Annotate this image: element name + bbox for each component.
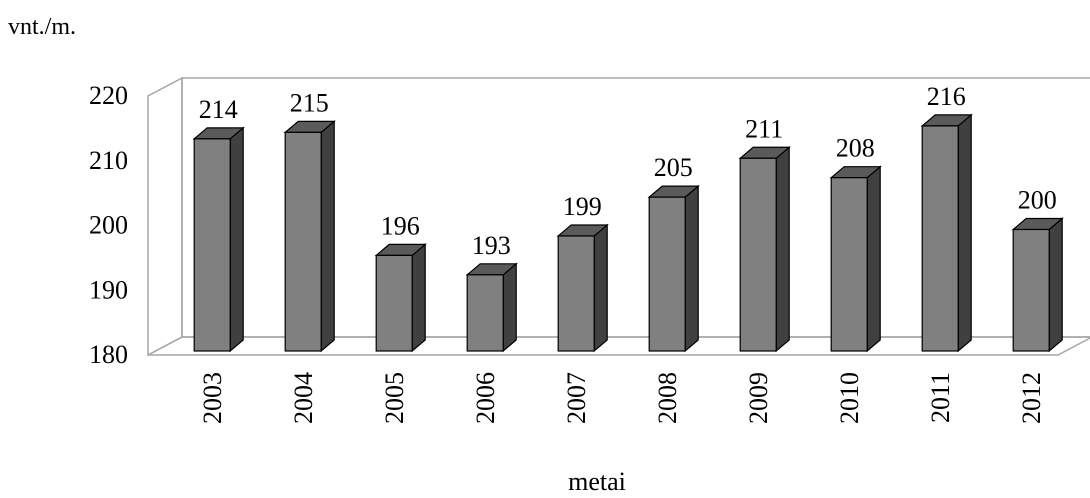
x-tick-label: 2006 xyxy=(471,372,500,424)
y-tick-label: 190 xyxy=(89,275,128,304)
bar-front xyxy=(739,157,777,352)
bar-front xyxy=(284,131,322,352)
y-tick-label: 180 xyxy=(89,340,128,369)
bar-front xyxy=(1012,228,1050,352)
data-label: 196 xyxy=(381,211,420,240)
bar-side xyxy=(775,145,790,353)
bar: 216 xyxy=(920,82,973,353)
x-tick-label: 2004 xyxy=(289,372,318,424)
bar-front xyxy=(375,254,413,352)
floor xyxy=(147,336,1090,356)
bar-side xyxy=(593,223,608,353)
bar-front xyxy=(466,274,504,352)
bar-side xyxy=(684,184,699,353)
x-tick-label: 2007 xyxy=(562,372,591,424)
data-label: 200 xyxy=(1018,186,1057,215)
y-tick-label: 210 xyxy=(89,146,128,175)
bar: 193 xyxy=(465,231,518,353)
x-tick-label: 2011 xyxy=(926,372,955,423)
y-tick-label: 220 xyxy=(89,81,128,110)
data-label: 211 xyxy=(745,114,783,143)
bar: 214 xyxy=(192,95,245,353)
x-axis-label: metai xyxy=(568,467,626,496)
bar-front xyxy=(557,235,595,352)
bar: 208 xyxy=(829,134,882,353)
data-label: 208 xyxy=(836,134,875,163)
chart-walls xyxy=(147,76,1090,357)
bar-front xyxy=(921,125,959,352)
x-tick-label: 2009 xyxy=(744,372,773,424)
bar-side xyxy=(502,262,517,353)
y-axis-label: vnt./m. xyxy=(8,14,76,40)
bar-side xyxy=(1048,217,1063,353)
bar-front xyxy=(193,138,231,352)
x-axis: 2003 2004 2005 2006 2007 2008 2009 2010 2011 2012 xyxy=(198,372,1046,424)
data-label: 216 xyxy=(927,82,966,111)
side-wall xyxy=(147,76,183,357)
bar: 211 xyxy=(738,114,791,353)
bar: 199 xyxy=(556,192,609,353)
data-label: 215 xyxy=(290,88,329,117)
bar-side xyxy=(957,113,972,353)
bar-side xyxy=(229,126,244,353)
bar-side xyxy=(320,120,335,353)
bar-side xyxy=(411,243,426,353)
bars: 214 215 196 193 199 205 211 208 216 200 xyxy=(192,82,1064,353)
y-tick-label: 200 xyxy=(89,211,128,240)
bar: 215 xyxy=(283,88,336,353)
x-tick-label: 2010 xyxy=(835,372,864,424)
data-label: 199 xyxy=(563,192,602,221)
data-label: 214 xyxy=(199,95,238,124)
bar-front xyxy=(830,177,868,352)
bar-front xyxy=(648,196,686,352)
data-label: 205 xyxy=(654,153,693,182)
x-tick-label: 2012 xyxy=(1017,372,1046,424)
bar: 200 xyxy=(1011,186,1064,353)
bar-side xyxy=(866,165,881,353)
x-tick-label: 2005 xyxy=(380,372,409,424)
bar: 205 xyxy=(647,153,700,353)
data-label: 193 xyxy=(472,231,511,260)
x-tick-label: 2003 xyxy=(198,372,227,424)
x-tick-label: 2008 xyxy=(653,372,682,424)
y-axis: 180 190 200 210 220 xyxy=(89,81,128,369)
bar: 196 xyxy=(374,211,427,353)
